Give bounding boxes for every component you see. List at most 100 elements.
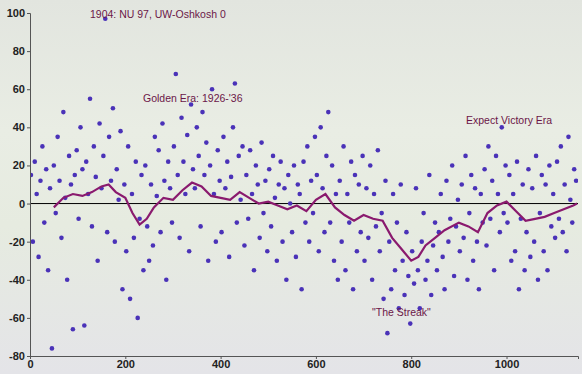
point xyxy=(330,163,335,168)
point xyxy=(463,154,468,159)
point xyxy=(80,167,85,172)
point xyxy=(383,178,388,183)
point xyxy=(549,224,554,229)
tick: 800 xyxy=(403,356,421,370)
tick-mark xyxy=(27,318,30,319)
tick-mark xyxy=(27,280,30,281)
tick-mark xyxy=(27,13,30,14)
point xyxy=(379,211,384,216)
point xyxy=(246,217,251,222)
point xyxy=(404,230,409,235)
point xyxy=(360,154,365,159)
point xyxy=(168,186,173,191)
point xyxy=(248,148,253,153)
point xyxy=(292,163,297,168)
point xyxy=(532,239,537,244)
point xyxy=(36,255,41,260)
point xyxy=(280,239,285,244)
point xyxy=(71,327,76,332)
tick-mark xyxy=(27,127,30,128)
point xyxy=(185,133,190,138)
point xyxy=(442,287,447,292)
point xyxy=(337,178,342,183)
tick: 200 xyxy=(117,356,135,370)
point xyxy=(206,258,211,263)
point xyxy=(435,268,440,273)
point xyxy=(328,220,333,225)
point xyxy=(38,178,43,183)
tick: -40 xyxy=(9,274,30,286)
point xyxy=(391,192,396,197)
point xyxy=(421,211,426,216)
point xyxy=(458,249,463,254)
tick: 1000 xyxy=(495,356,519,370)
point xyxy=(133,159,138,164)
point xyxy=(200,110,205,115)
point xyxy=(469,173,474,178)
point xyxy=(107,135,112,140)
point xyxy=(377,249,382,254)
point xyxy=(362,258,367,263)
point xyxy=(517,287,522,292)
point xyxy=(515,159,520,164)
point xyxy=(372,192,377,197)
point xyxy=(42,220,47,225)
point xyxy=(221,135,226,140)
point xyxy=(459,182,464,187)
point xyxy=(448,217,453,222)
point xyxy=(486,144,491,149)
tick-label: -40 xyxy=(9,274,25,286)
point xyxy=(242,243,247,248)
point xyxy=(501,211,506,216)
point xyxy=(438,192,443,197)
point xyxy=(467,211,472,216)
point xyxy=(568,197,573,202)
point xyxy=(208,163,213,168)
point xyxy=(376,148,381,153)
point xyxy=(271,154,276,159)
point xyxy=(257,236,262,241)
point xyxy=(252,268,257,273)
point xyxy=(191,167,196,172)
point xyxy=(446,239,451,244)
point xyxy=(92,144,97,149)
point xyxy=(433,220,438,225)
point xyxy=(297,192,302,197)
tick-label: 800 xyxy=(403,358,421,370)
point xyxy=(145,224,150,229)
point xyxy=(496,192,501,197)
point xyxy=(101,154,106,159)
tick-label: 600 xyxy=(307,358,325,370)
point xyxy=(358,230,363,235)
point xyxy=(105,230,110,235)
point xyxy=(259,140,264,145)
point xyxy=(151,243,156,248)
point xyxy=(320,186,325,191)
point xyxy=(465,277,470,282)
point xyxy=(238,197,243,202)
point xyxy=(52,163,57,168)
point xyxy=(547,163,552,168)
point xyxy=(31,239,36,244)
point xyxy=(509,258,514,263)
point xyxy=(109,178,114,183)
point xyxy=(53,211,58,216)
point xyxy=(374,224,379,229)
point xyxy=(179,116,184,121)
point xyxy=(545,268,550,273)
tick: 80 xyxy=(13,45,30,57)
point xyxy=(551,192,556,197)
point xyxy=(482,167,487,172)
point xyxy=(572,167,577,172)
point xyxy=(59,236,64,241)
point xyxy=(353,173,358,178)
point xyxy=(55,135,60,140)
point xyxy=(50,346,55,351)
point xyxy=(494,154,499,159)
point xyxy=(370,277,375,282)
tick-label: -80 xyxy=(9,350,25,362)
marks xyxy=(30,16,578,350)
point xyxy=(416,268,421,273)
point xyxy=(278,159,283,164)
background xyxy=(0,0,582,374)
